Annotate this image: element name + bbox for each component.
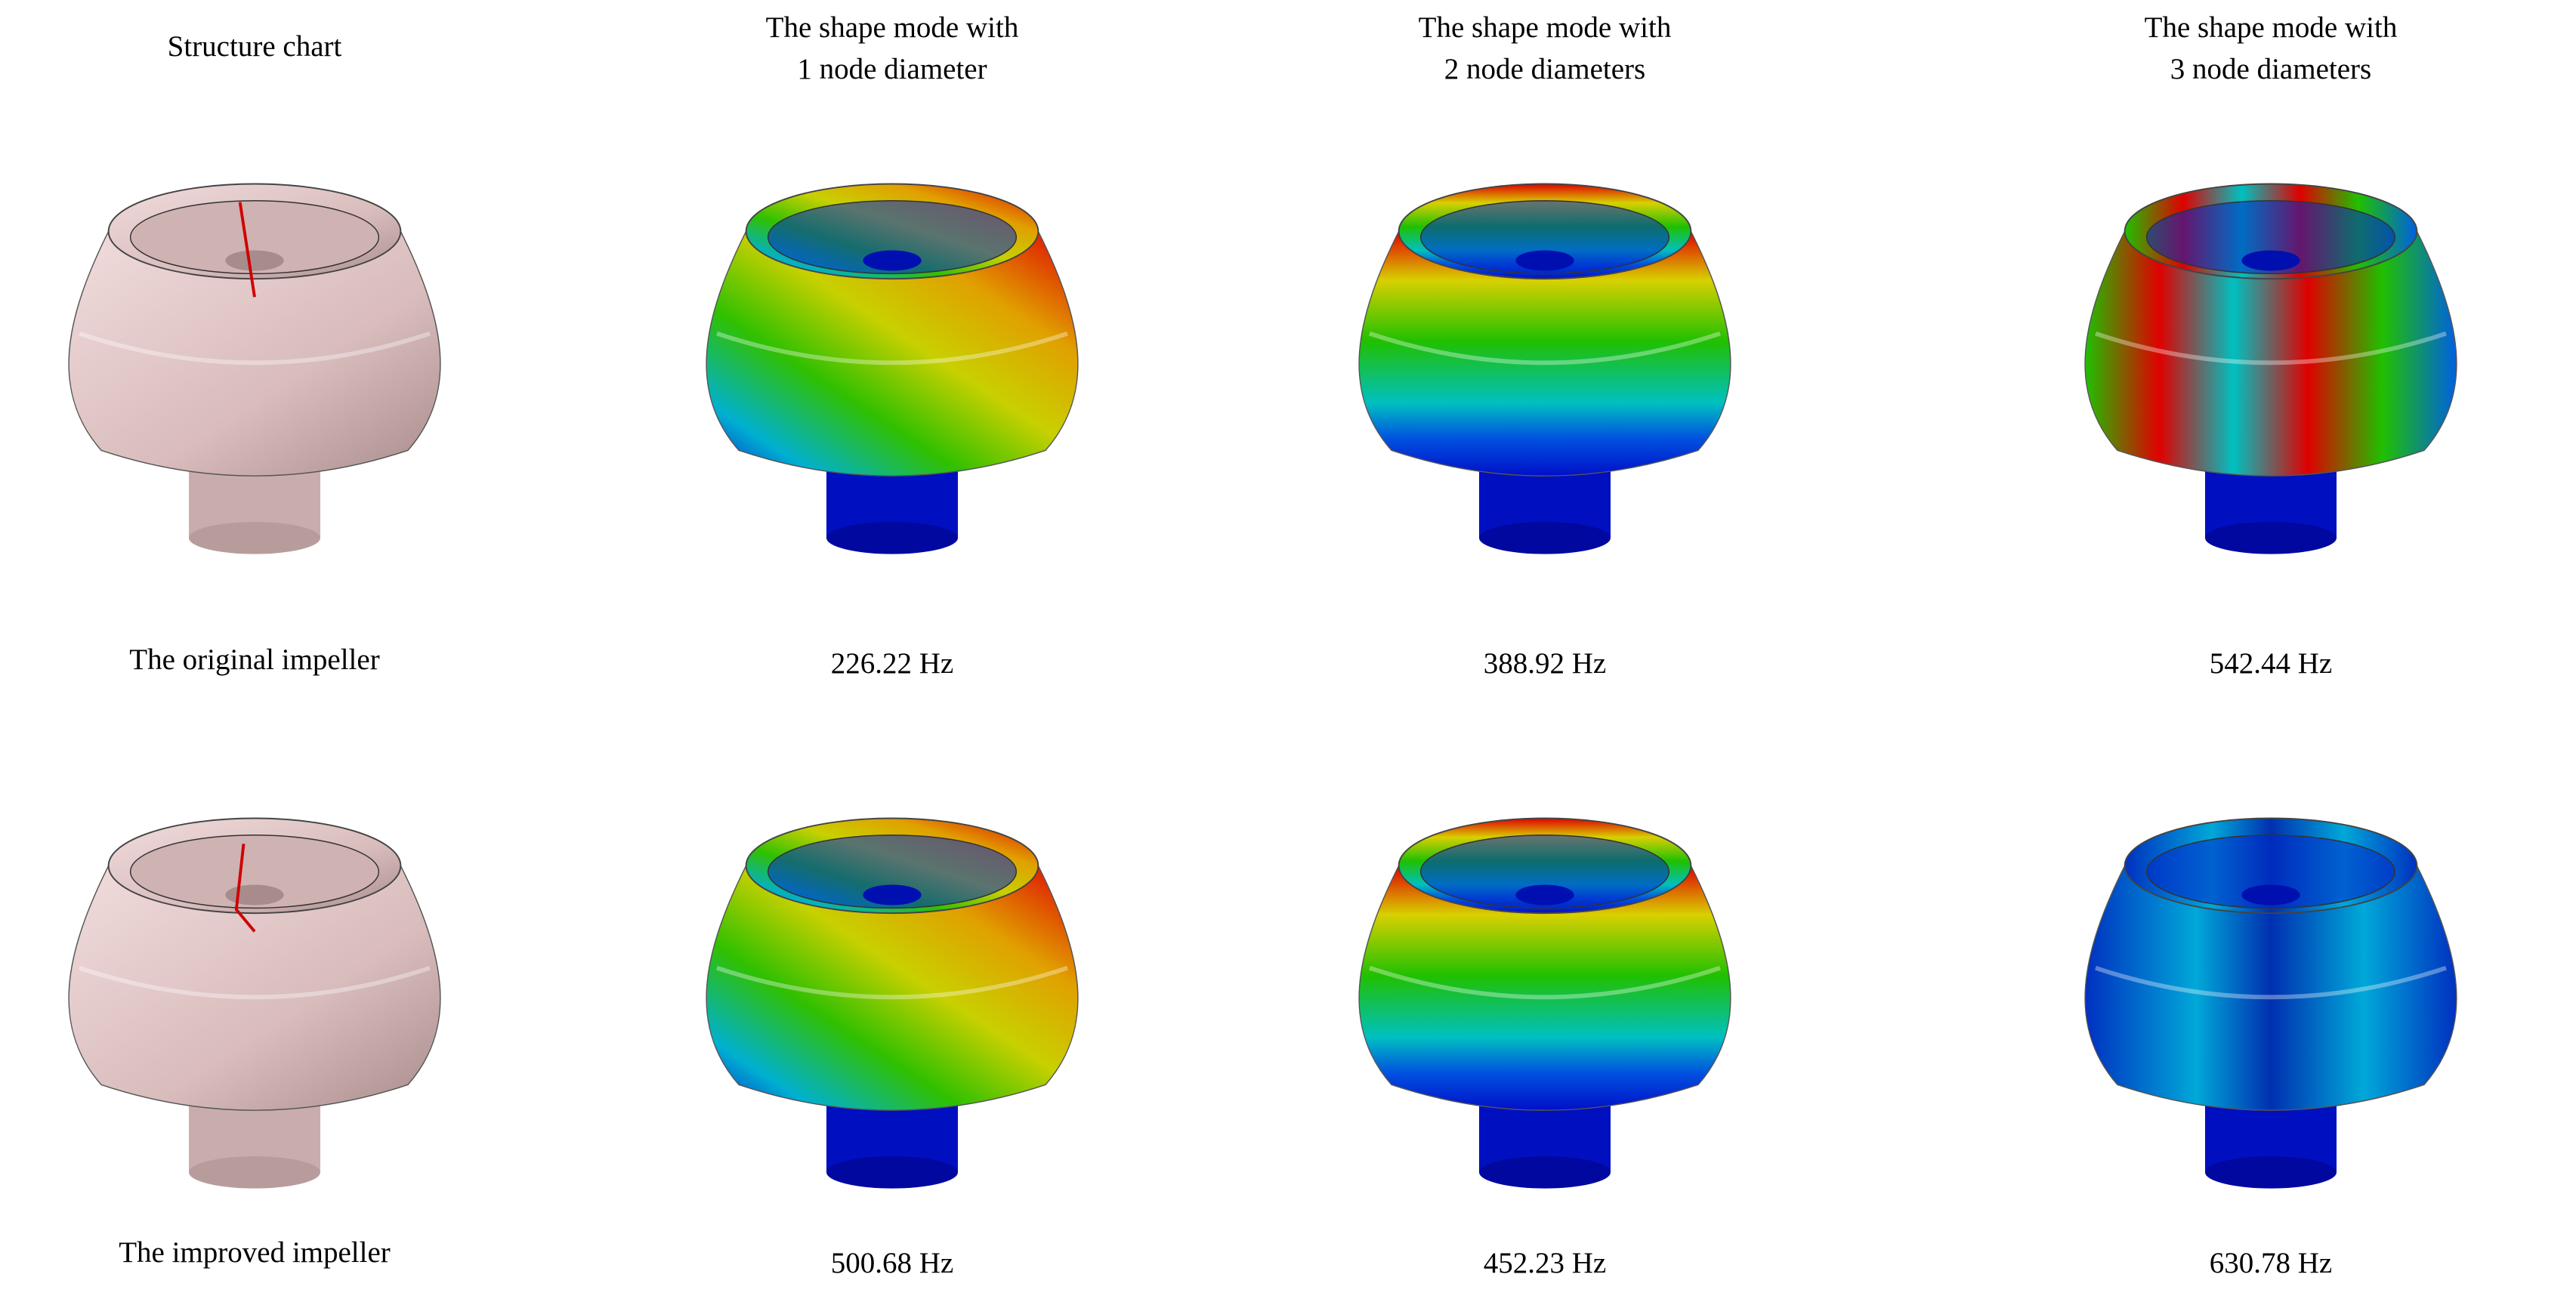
hub-bottom [2205, 522, 2337, 554]
inlet [2145, 200, 2396, 275]
inlet [1419, 200, 1670, 275]
frequency: 542.44 Hz [2210, 647, 2332, 680]
shroud [68, 230, 441, 477]
row-label: The original impeller [129, 643, 379, 676]
shroud [1358, 865, 1731, 1111]
band [1369, 331, 1721, 366]
band [2095, 965, 2447, 1000]
impeller [1358, 183, 1731, 554]
frequency: 388.92 Hz [1484, 647, 1606, 680]
impeller-body [68, 183, 441, 554]
column-header: The shape mode with [2145, 11, 2398, 44]
hub-bottom [189, 522, 320, 554]
band [1369, 965, 1721, 1000]
shroud [706, 865, 1079, 1111]
hub-bottom [2205, 1156, 2337, 1189]
impeller-body [2084, 183, 2457, 554]
impeller [1358, 817, 1731, 1189]
frequency: 226.22 Hz [831, 647, 953, 680]
inlet [2145, 835, 2396, 909]
impeller [706, 817, 1079, 1189]
inlet [1419, 835, 1670, 909]
eye [863, 250, 922, 271]
column-header: The shape mode with [1419, 11, 1672, 44]
frequency: 630.78 Hz [2210, 1247, 2332, 1279]
row-label: The improved impeller [119, 1236, 391, 1269]
shroud [1358, 230, 1731, 477]
band [716, 965, 1068, 1000]
eye [225, 884, 284, 906]
column-header: 3 node diameters [2170, 53, 2371, 85]
column-header: Structure chart [168, 30, 342, 63]
shroud [2084, 865, 2457, 1111]
column-header: 2 node diameters [1444, 53, 1645, 85]
impeller [68, 183, 441, 554]
frequency: 452.23 Hz [1484, 1247, 1606, 1279]
impeller-body [1358, 817, 1731, 1189]
impeller [2084, 183, 2457, 554]
impeller-images: The original impeller 226.22 Hz 388.92 Hz 5… [68, 183, 2457, 1279]
blade-line [234, 844, 256, 933]
hub-bottom [1479, 522, 1611, 554]
shroud [2084, 230, 2457, 477]
inlet [129, 200, 380, 275]
hub-bottom [826, 1156, 958, 1189]
impeller [68, 817, 441, 1189]
eye [1515, 884, 1574, 906]
inlet [767, 835, 1018, 909]
impeller [706, 183, 1079, 554]
impeller-body [68, 817, 441, 1189]
eye [2241, 250, 2300, 271]
blade-line [238, 202, 256, 298]
impeller-body [706, 817, 1079, 1189]
eye [1515, 250, 1574, 271]
impeller-body [1358, 183, 1731, 554]
eye [863, 884, 922, 906]
band [716, 331, 1068, 366]
hub-bottom [1479, 1156, 1611, 1189]
band [2095, 331, 2447, 366]
hub-bottom [826, 522, 958, 554]
inlet [129, 835, 380, 909]
shroud [68, 865, 441, 1111]
impeller [2084, 817, 2457, 1189]
frequency: 500.68 Hz [831, 1247, 953, 1279]
shroud [706, 230, 1079, 477]
column-header: The shape mode with [766, 11, 1019, 44]
impeller-body [2084, 817, 2457, 1189]
column-headers: Structure chart The shape mode with 1 node… [168, 11, 2398, 85]
eye [225, 250, 284, 271]
band [79, 965, 431, 1000]
eye [2241, 884, 2300, 906]
inlet [767, 200, 1018, 275]
hub-bottom [189, 1156, 320, 1189]
band [79, 331, 431, 366]
column-header: 1 node diameter [797, 53, 987, 85]
impeller-body [706, 183, 1079, 554]
